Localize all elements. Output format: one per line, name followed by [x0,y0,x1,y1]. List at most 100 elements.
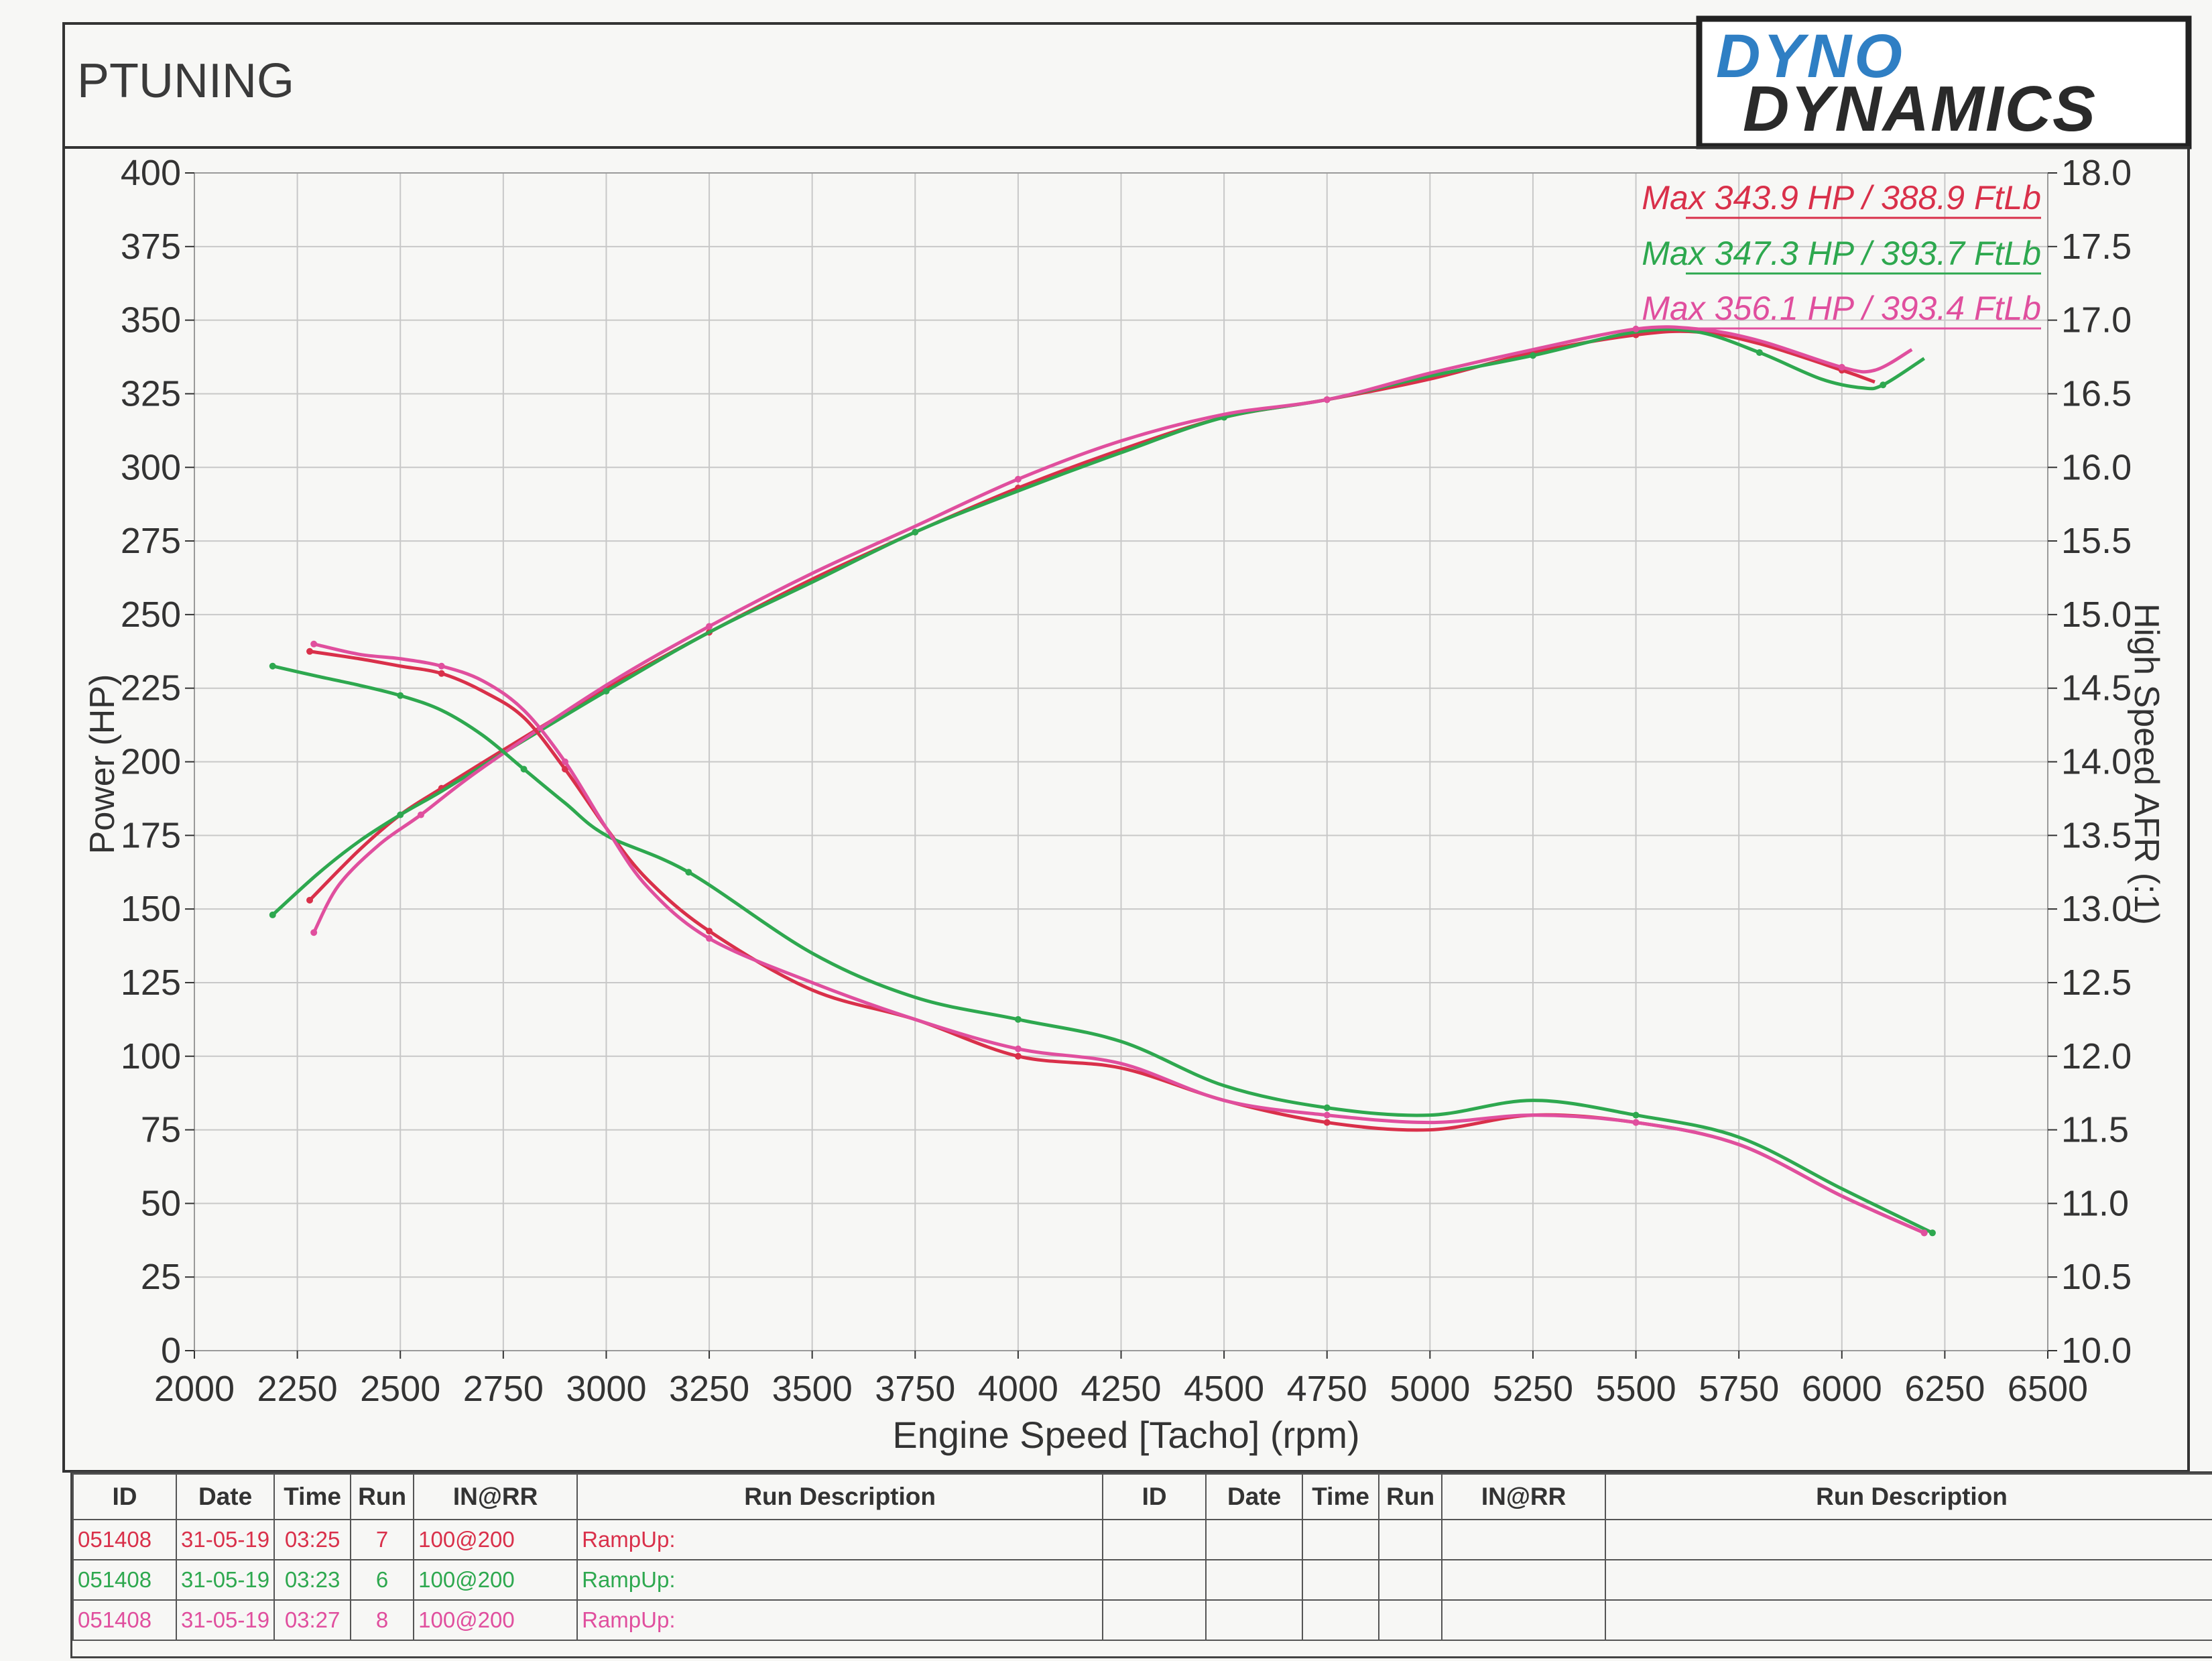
cell-desc: RampUp: [576,1559,1104,1601]
data-point-run-8 [310,929,318,936]
data-point-run-6 [1880,381,1887,389]
cell-empty [1205,1519,1304,1560]
shop-name: PTUNING [77,54,294,108]
col-run: Run [350,1473,415,1520]
data-point-run-6 [397,811,404,818]
data-point-run-6 [1529,352,1536,359]
run-table: ID Date Time Run IN@RR Run Description I… [72,1473,2212,1641]
y-tick-labels: 0 25 50 75 100 125 150 175 200 225 250 275 300 325 350… [121,153,194,1371]
chart-frame [62,146,2190,1473]
cell-empty [1302,1599,1380,1641]
data-point-run-8 [1920,1229,1928,1237]
legend-run8: Max 356.1 HP / 393.4 FtLb [1642,290,2041,327]
x-tick-labels: 2000 2250 2500 2750 3000 3250 3500 3750 4000 4250… [154,1351,2088,1409]
data-point-run-7 [306,896,314,904]
cell-inrr: 100@200 [413,1559,578,1601]
y-tick-label: 150 [121,889,181,929]
data-point-run-8 [1632,325,1640,332]
data-point-run-8 [706,935,713,942]
data-point-run-8 [1323,1111,1331,1119]
data-point-run-6 [1014,1016,1022,1023]
x-tick-label: 2750 [463,1369,544,1409]
afr-line-run-8 [313,642,1925,1235]
x-tick-label: 5250 [1493,1369,1573,1409]
x-tick-label: 5000 [1390,1369,1470,1409]
cell-empty [1102,1519,1207,1560]
y-tick-label: 200 [121,742,181,782]
data-point-run-6 [912,528,919,536]
y-tick-label: 400 [121,153,181,193]
cell-run: 7 [350,1519,415,1560]
power-line-run-6 [271,327,1926,916]
cell-empty [1102,1559,1207,1601]
cell-time: 03:27 [273,1599,352,1641]
data-point-run-8 [1323,396,1331,404]
cell-empty [1378,1519,1443,1560]
data-point-run-7 [1323,1119,1331,1126]
data-point-run-8 [1014,475,1022,483]
data-point-run-6 [1323,1104,1331,1111]
x-axis-label: Engine Speed [Tacho] (rpm) [892,1414,1359,1456]
y2-tick-label: 15.0 [2061,595,2132,635]
col-date-2: Date [1205,1473,1304,1520]
cell-empty [1605,1519,2212,1560]
power-line-run-7 [308,329,1876,902]
cell-empty [1302,1519,1380,1560]
x-tick-label: 3250 [669,1369,749,1409]
y-tick-label: 50 [141,1183,181,1223]
header-frame [62,22,1701,149]
data-point-run-6 [685,869,692,876]
x-tick-label: 5750 [1699,1369,1779,1409]
y2-tick-label: 15.5 [2061,521,2132,561]
cell-empty [1441,1559,1607,1601]
cell-empty [1441,1599,1607,1641]
cell-desc: RampUp: [576,1519,1104,1560]
series-lines [269,325,1936,1237]
col-id: ID [72,1473,177,1520]
x-tick-label: 2250 [257,1369,338,1409]
logo-line2: DYNAMICS [1743,73,2097,145]
afr-line-run-7 [309,650,1925,1235]
run-table-header: ID Date Time Run IN@RR Run Description I… [72,1473,2212,1520]
cell-date: 31-05-19 [175,1519,275,1560]
cell-date: 31-05-19 [175,1599,275,1641]
data-point-run-6 [1756,349,1763,356]
x-tick-label: 6250 [1904,1369,1985,1409]
cell-time: 03:25 [273,1519,352,1560]
y2-tick-label: 11.5 [2061,1110,2129,1150]
x-tick-label: 2000 [154,1369,235,1409]
data-point-run-7 [438,670,445,677]
col-desc: Run Description [576,1473,1104,1520]
table-row: 051408 31-05-19 03:25 7 100@200 RampUp: [72,1519,2212,1560]
cell-date: 31-05-19 [175,1559,275,1601]
data-point-run-7 [706,928,713,935]
col-id-2: ID [1102,1473,1207,1520]
y2-tick-label: 13.0 [2061,889,2132,929]
y-tick-label: 375 [121,227,181,267]
legend-run7: Max 343.9 HP / 388.9 FtLb [1642,179,2041,217]
y-tick-label: 175 [121,815,181,855]
data-point-run-7 [562,765,568,773]
x-tick-label: 6500 [2008,1369,2088,1409]
table-row: 051408 31-05-19 03:23 6 100@200 RampUp: [72,1559,2212,1601]
y2-tick-labels: 10.0 10.5 11.0 11.5 12.0 12.5 13.0 13.5 14.0 14.5… [2048,153,2132,1371]
y-tick-label: 125 [121,963,181,1003]
x-tick-label: 6000 [1802,1369,1882,1409]
x-tick-label: 4250 [1081,1369,1161,1409]
data-point-run-8 [417,811,424,818]
data-point-run-7 [1014,1052,1022,1060]
col-run-2: Run [1378,1473,1443,1520]
grid [194,172,2048,1351]
cell-time: 03:23 [273,1559,352,1601]
cell-empty [1102,1599,1207,1641]
cell-run: 6 [350,1559,415,1601]
y2-tick-label: 17.0 [2061,300,2132,341]
cell-inrr: 100@200 [413,1519,578,1560]
cell-id: 051408 [72,1519,177,1560]
cell-desc: RampUp: [576,1599,1104,1641]
x-tick-label: 2500 [360,1369,440,1409]
x-tick-label: 5500 [1595,1369,1676,1409]
data-point-run-8 [706,623,713,630]
y2-tick-label: 10.5 [2061,1257,2132,1297]
